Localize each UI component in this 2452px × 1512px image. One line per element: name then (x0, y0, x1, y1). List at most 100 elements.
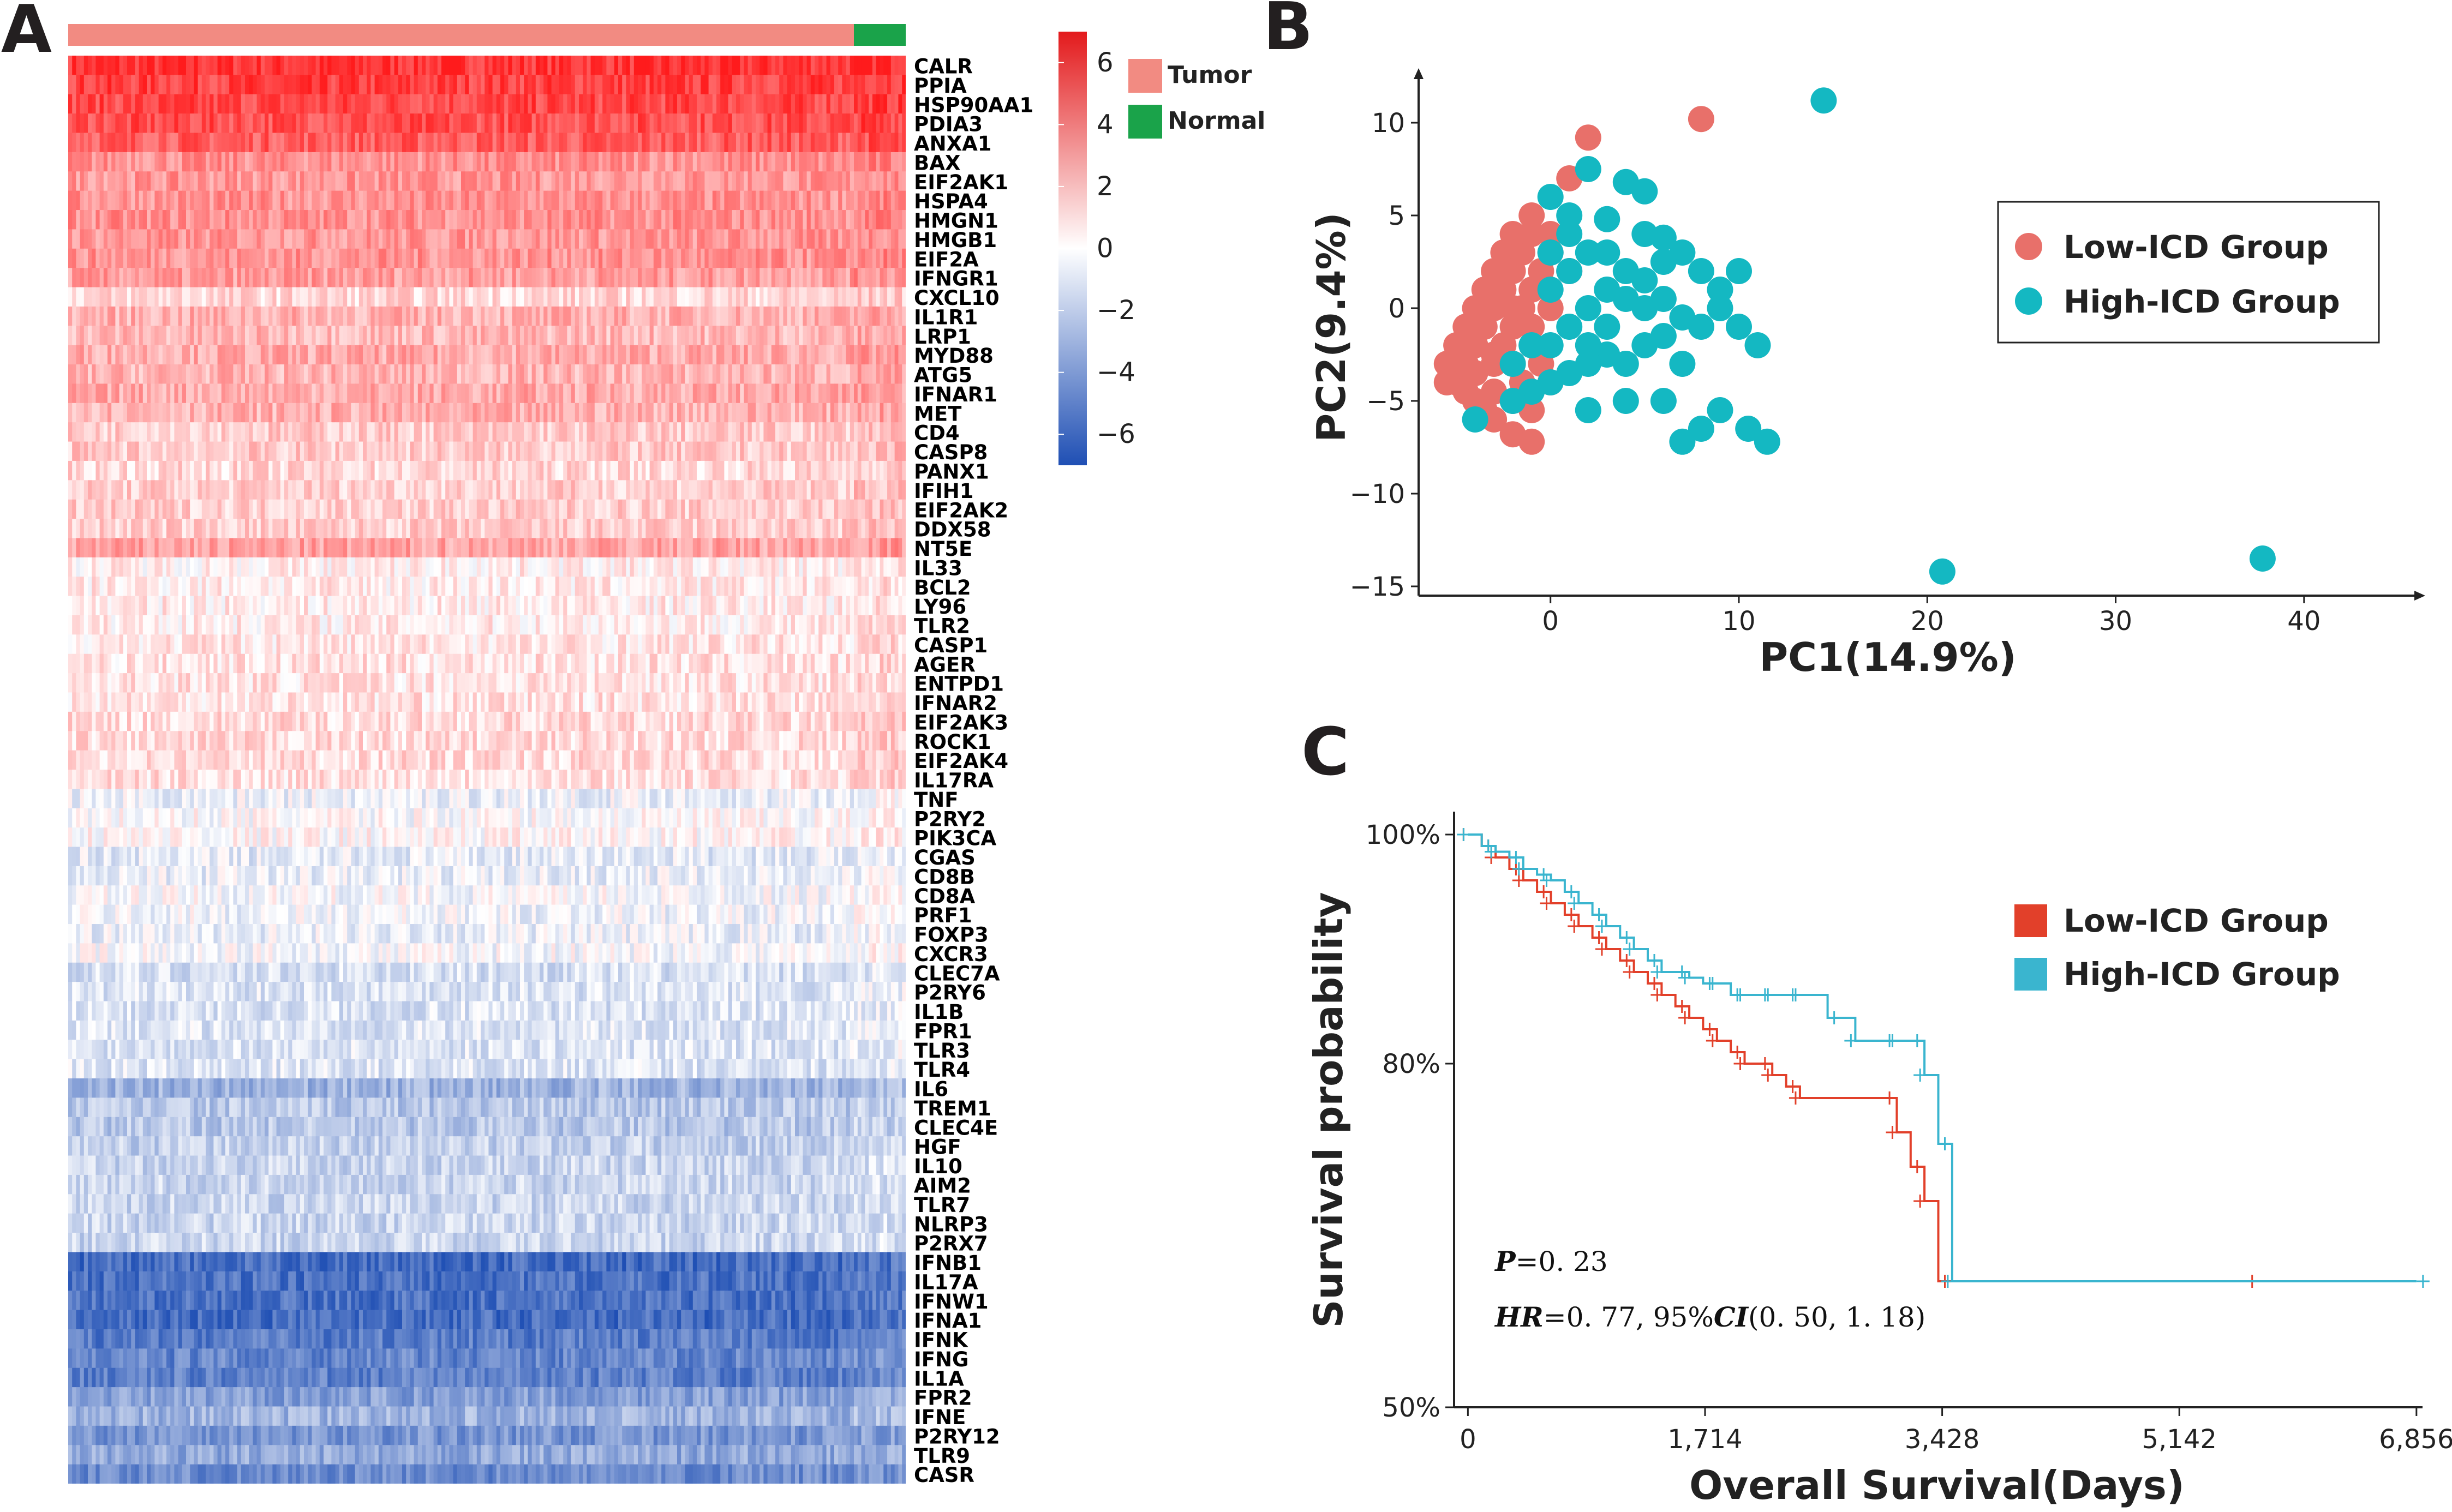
heatmap-cell (367, 403, 371, 423)
heatmap-cell (673, 460, 678, 481)
heatmap-cell (704, 152, 709, 172)
heatmap-cell (123, 326, 128, 346)
heatmap-cell (575, 345, 579, 365)
heatmap-cell (531, 383, 536, 404)
heatmap-cell (689, 403, 693, 423)
heatmap-cell (433, 287, 438, 307)
heatmap-cell (324, 190, 328, 211)
heatmap-cell (461, 364, 465, 385)
heatmap-cell (751, 229, 756, 249)
heatmap-cell (602, 460, 607, 481)
heatmap-cell (315, 75, 320, 95)
heatmap-cell (665, 364, 670, 385)
heatmap-cell (626, 480, 631, 500)
heatmap-cell (763, 403, 768, 423)
heatmap-cell (883, 422, 888, 442)
heatmap-cell (154, 190, 159, 211)
heatmap-cell (504, 441, 509, 461)
heatmap-cell (123, 113, 128, 134)
heatmap-cell (708, 480, 713, 500)
heatmap-cell (563, 94, 567, 114)
heatmap-cell (842, 326, 847, 346)
heatmap-cell (80, 210, 85, 230)
heatmap-cell (139, 306, 143, 326)
heatmap-cell (131, 268, 135, 288)
heatmap-cell (642, 229, 646, 249)
heatmap-cell (883, 480, 888, 500)
heatmap-cell (198, 171, 202, 191)
heatmap-cell (300, 113, 304, 134)
heatmap-cell (300, 460, 304, 481)
heatmap-cell (198, 480, 202, 500)
heatmap-cell (834, 326, 839, 346)
heatmap-cell (292, 190, 297, 211)
heatmap-cell (99, 422, 104, 442)
heatmap-cell (182, 268, 187, 288)
heatmap-cell (304, 190, 308, 211)
heatmap-cell (406, 133, 410, 153)
heatmap-cell (99, 190, 104, 211)
heatmap-cell (92, 75, 96, 95)
heatmap-cell (587, 210, 591, 230)
heatmap-cell (229, 190, 234, 211)
heatmap-cell (747, 364, 752, 385)
heatmap-cell (810, 171, 815, 191)
heatmap-cell (575, 422, 579, 442)
heatmap-cell (740, 171, 744, 191)
heatmap-cell (131, 94, 135, 114)
heatmap-cell (135, 345, 140, 365)
heatmap-cell (846, 441, 851, 461)
heatmap-cell (237, 403, 242, 423)
heatmap-cell (500, 480, 505, 500)
heatmap-cell (358, 152, 363, 172)
heatmap-cell (347, 441, 351, 461)
heatmap-cell (876, 133, 881, 153)
heatmap-cell (276, 152, 281, 172)
heatmap-cell (343, 441, 348, 461)
heatmap-cell (771, 210, 776, 230)
heatmap-cell (799, 364, 803, 385)
heatmap-cell (139, 499, 143, 519)
heatmap-cell (265, 268, 269, 288)
heatmap-cell (638, 56, 642, 75)
heatmap-cell (810, 75, 815, 95)
heatmap-cell (842, 190, 847, 211)
heatmap-cell (284, 94, 289, 114)
heatmap-cell (771, 75, 776, 95)
heatmap-cell (850, 210, 854, 230)
heatmap-cell (708, 210, 713, 230)
heatmap-cell (842, 56, 847, 75)
heatmap-cell (485, 113, 489, 134)
heatmap-cell (68, 460, 73, 481)
heatmap-cell (358, 75, 363, 95)
heatmap-cell (378, 152, 383, 172)
heatmap-cell (158, 171, 163, 191)
heatmap-cell (880, 94, 884, 114)
heatmap-cell (890, 113, 895, 134)
heatmap-cell (587, 94, 591, 114)
heatmap-cell (107, 364, 112, 385)
heatmap-cell (488, 190, 493, 211)
heatmap-cell (665, 383, 670, 404)
heatmap-cell (158, 152, 163, 172)
heatmap-cell (712, 480, 717, 500)
heatmap-cell (265, 383, 269, 404)
heatmap-cell (795, 56, 799, 75)
heatmap-cell (645, 383, 650, 404)
heatmap-cell (268, 56, 273, 75)
heatmap-cell (559, 287, 564, 307)
heatmap-cell (902, 229, 906, 249)
heatmap-cell (402, 190, 406, 211)
heatmap-cell (315, 229, 320, 249)
heatmap-cell (861, 133, 865, 153)
heatmap-cell (457, 287, 462, 307)
heatmap-cell (382, 171, 387, 191)
heatmap-cell (213, 171, 218, 191)
heatmap-cell (335, 268, 340, 288)
heatmap-cell (771, 248, 776, 268)
heatmap-cell (147, 326, 151, 346)
heatmap-cell (779, 190, 784, 211)
heatmap-cell (488, 383, 493, 404)
heatmap-cell (692, 190, 697, 211)
heatmap-cell (692, 460, 697, 481)
